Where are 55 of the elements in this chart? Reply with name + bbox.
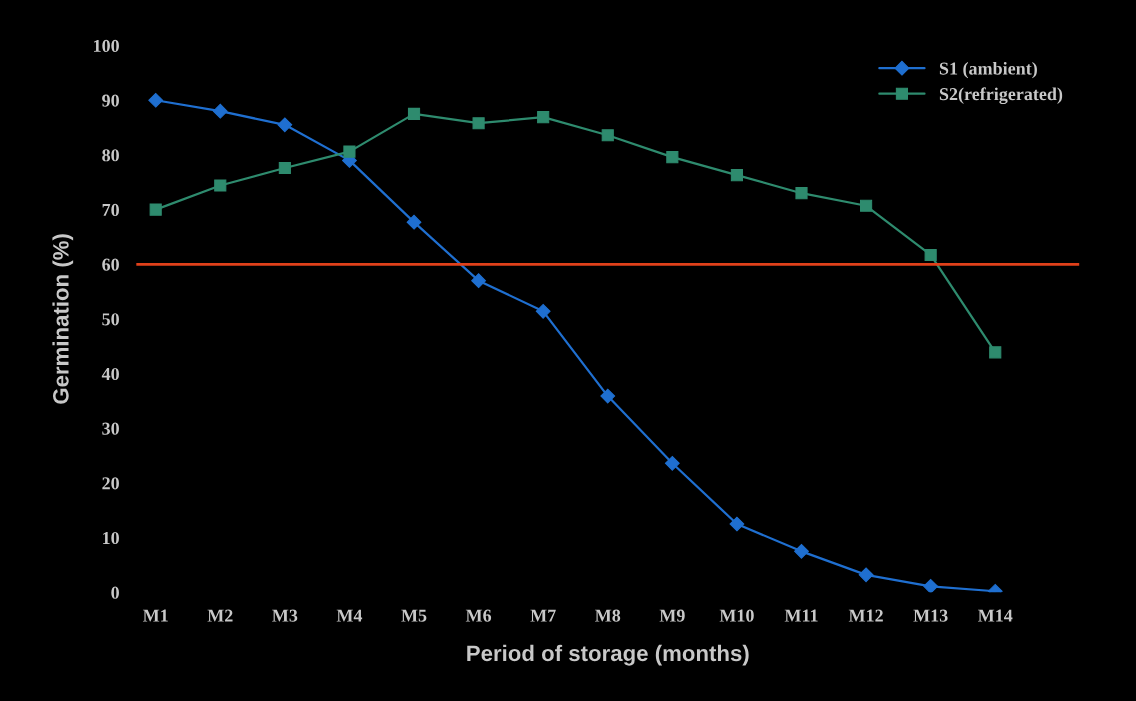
point — [729, 516, 745, 532]
legend-label: S2(refrigerated) — [939, 87, 1063, 105]
x-tick-label: M13 — [913, 609, 948, 622]
point — [600, 388, 616, 404]
x-tick-label: M8 — [595, 609, 621, 622]
point — [406, 214, 422, 230]
point — [214, 179, 227, 192]
point — [794, 543, 809, 559]
x-tick-label: M3 — [272, 609, 298, 622]
point — [730, 169, 743, 182]
y-tick-label: 0 — [111, 586, 119, 599]
y-tick-label: 10 — [103, 531, 119, 545]
point — [535, 303, 551, 319]
point — [407, 107, 421, 120]
y-tick-label: 40 — [101, 367, 119, 381]
x-tick-label: M9 — [659, 609, 685, 622]
point — [923, 578, 939, 593]
point — [795, 187, 808, 200]
x-tick-label: M7 — [530, 609, 556, 622]
point — [664, 455, 680, 471]
y-tick-label: 70 — [102, 203, 119, 217]
x-tick-label: M10 — [719, 609, 754, 622]
legend-label: S1 (ambient) — [939, 61, 1037, 79]
y-tick-label: 60 — [102, 258, 119, 271]
x-tick-label: M2 — [207, 609, 233, 622]
y-tick-label: 50 — [102, 313, 119, 326]
point — [278, 161, 291, 175]
point — [471, 273, 486, 289]
point — [277, 117, 293, 133]
x-tick-label: M6 — [465, 609, 492, 622]
point — [924, 248, 937, 262]
point — [860, 199, 873, 212]
x-tick-label: M12 — [848, 609, 883, 622]
y-tick-label: 90 — [102, 94, 119, 107]
y-tick-label: 80 — [102, 149, 119, 162]
point — [148, 92, 164, 108]
x-tick-label: M5 — [401, 609, 427, 622]
point — [989, 346, 1002, 359]
y-tick-label: 100 — [94, 39, 119, 53]
point — [472, 117, 485, 130]
y-tick-label: 20 — [102, 477, 119, 490]
y-axis-title: Germination (%) — [52, 234, 74, 404]
x-tick-label: M11 — [784, 609, 818, 622]
point — [212, 103, 228, 119]
point — [858, 567, 874, 583]
x-axis-title: Period of storage (months) — [467, 644, 749, 666]
point — [343, 145, 356, 158]
x-tick-label: M4 — [336, 609, 363, 622]
point — [666, 151, 679, 164]
point — [601, 129, 614, 142]
x-tick-label: M14 — [978, 609, 1013, 622]
point — [537, 111, 550, 124]
point — [149, 203, 162, 216]
x-tick-label: M1 — [142, 609, 168, 622]
y-tick-label: 30 — [102, 422, 119, 435]
